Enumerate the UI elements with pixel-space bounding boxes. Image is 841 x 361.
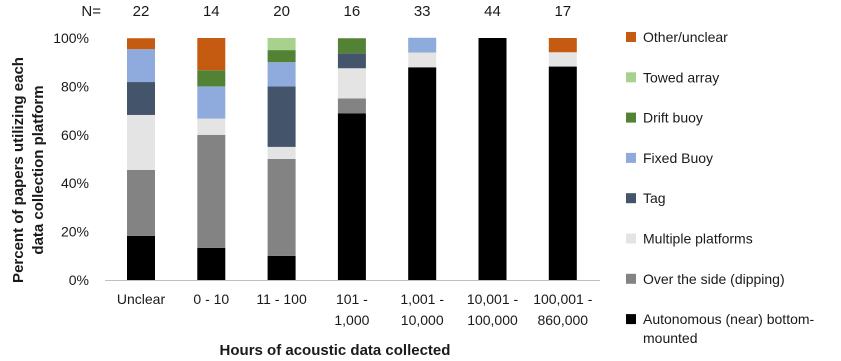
x-tick-label-line: 0 - 10	[193, 291, 229, 307]
y-tick-label: 20%	[61, 224, 89, 240]
legend: Other/unclear Towed array Drift buoy Fixed …	[626, 29, 815, 346]
bar-segment	[267, 255, 296, 280]
x-tick-label-line: 10,001 -	[467, 291, 519, 307]
bar-segment	[337, 98, 366, 114]
x-tick-label: 1,001 - 10,000	[400, 291, 444, 328]
y-tick-label: 100%	[53, 30, 89, 46]
x-tick-label-line: 1,001 -	[400, 291, 444, 307]
bar-segment	[337, 53, 366, 69]
y-axis-title-line: Percent of papers utilizing each	[10, 57, 27, 283]
legend-swatch	[626, 32, 636, 42]
bar-segment	[267, 38, 296, 51]
n-count-label: 20	[273, 3, 290, 20]
n-count-label: 17	[554, 3, 571, 20]
legend-label: Drift buoy	[643, 110, 703, 126]
bar-segment	[197, 247, 226, 280]
y-axis-title-line: data collection platform	[30, 85, 47, 254]
bar-segment	[337, 113, 366, 280]
y-axis-title: Percent of papers utilizing each data col…	[10, 57, 47, 283]
legend-swatch	[626, 314, 636, 325]
legend-label: Tag	[643, 190, 666, 206]
x-tick-label-line: 100,001 -	[533, 291, 592, 307]
bar-segment	[127, 235, 155, 280]
legend-label-line: Autonomous (near) bottom-	[643, 311, 815, 327]
n-counts: N= 22 14 20 16 33 44 17	[81, 3, 571, 20]
bar-segment	[548, 52, 577, 67]
bar-segment	[197, 134, 226, 248]
legend-swatch	[626, 273, 636, 284]
x-axis-ticks: Unclear 0 - 10 11 - 100 101 - 1,000 1,001 - 10…	[117, 291, 593, 328]
n-count-label: 16	[344, 3, 361, 20]
bar-segment	[127, 49, 155, 83]
legend-label: Fixed Buoy	[643, 150, 713, 166]
x-tick-label-line: Unclear	[117, 291, 166, 307]
x-tick-label-line: 100,000	[467, 312, 518, 328]
x-tick-label: Unclear	[117, 291, 166, 307]
n-count-label: 44	[484, 3, 501, 20]
bar-segment	[267, 86, 296, 147]
x-tick-label: 0 - 10	[193, 291, 229, 307]
y-tick-label: 0%	[69, 272, 89, 288]
legend-swatch	[626, 193, 636, 204]
bar-segment	[267, 62, 296, 87]
n-count-label: 22	[133, 3, 150, 20]
n-count-label: 14	[203, 3, 220, 20]
bar-segment	[127, 114, 155, 170]
legend-swatch	[626, 152, 636, 163]
x-tick-label: 11 - 100	[256, 291, 307, 307]
legend-label: Multiple platforms	[643, 231, 753, 247]
bar-segment	[127, 82, 155, 115]
y-tick-label: 40%	[61, 175, 89, 191]
bar-segment	[478, 38, 507, 280]
bar-segment	[548, 66, 577, 280]
y-axis-ticks: 0% 20% 40% 60% 80% 100%	[53, 30, 89, 288]
x-tick-label-line: 11 - 100	[256, 291, 307, 307]
x-tick-label: 101 - 1,000	[334, 291, 369, 328]
x-axis-title: Hours of acoustic data collected	[220, 342, 451, 359]
legend-label-line: mounted	[643, 330, 697, 346]
y-axis-title-text: Percent of papers utilizing each data col…	[10, 57, 47, 283]
bar-segment	[337, 68, 366, 99]
x-tick-label: 100,001 - 860,000	[533, 291, 592, 328]
y-tick-label: 80%	[61, 78, 89, 94]
bar-segment	[197, 38, 226, 71]
bar-segment	[267, 159, 296, 256]
x-tick-label-line: 1,000	[334, 312, 369, 328]
x-tick-label-line: 860,000	[537, 312, 588, 328]
bar-segment	[267, 50, 296, 63]
bar-segment	[408, 37, 437, 53]
bar-segment	[267, 146, 296, 159]
bar-segment	[337, 38, 366, 54]
bar-segment	[197, 70, 226, 87]
legend-swatch	[626, 112, 636, 123]
legend-label: Over the side (dipping)	[643, 271, 785, 287]
n-prefix: N=	[81, 3, 101, 20]
bar-segment	[197, 118, 226, 135]
y-tick-label: 60%	[61, 127, 89, 143]
legend-label: Other/unclear	[643, 29, 728, 45]
bar-segment	[408, 67, 437, 280]
bar-segment	[127, 169, 155, 236]
x-tick-label: 10,001 - 100,000	[467, 291, 519, 328]
bar-segment	[408, 52, 437, 68]
bars	[127, 37, 577, 280]
x-tick-label-line: 101 -	[336, 291, 368, 307]
legend-swatch	[626, 233, 636, 244]
x-tick-label-line: 10,000	[401, 312, 444, 328]
bar-segment	[197, 86, 226, 119]
legend-label: Towed array	[643, 69, 719, 85]
n-count-label: 33	[414, 3, 431, 20]
legend-label: Autonomous (near) bottom-mounted	[643, 311, 815, 346]
bar-segment	[548, 38, 577, 53]
bar-segment	[127, 38, 155, 50]
legend-swatch	[626, 72, 636, 83]
